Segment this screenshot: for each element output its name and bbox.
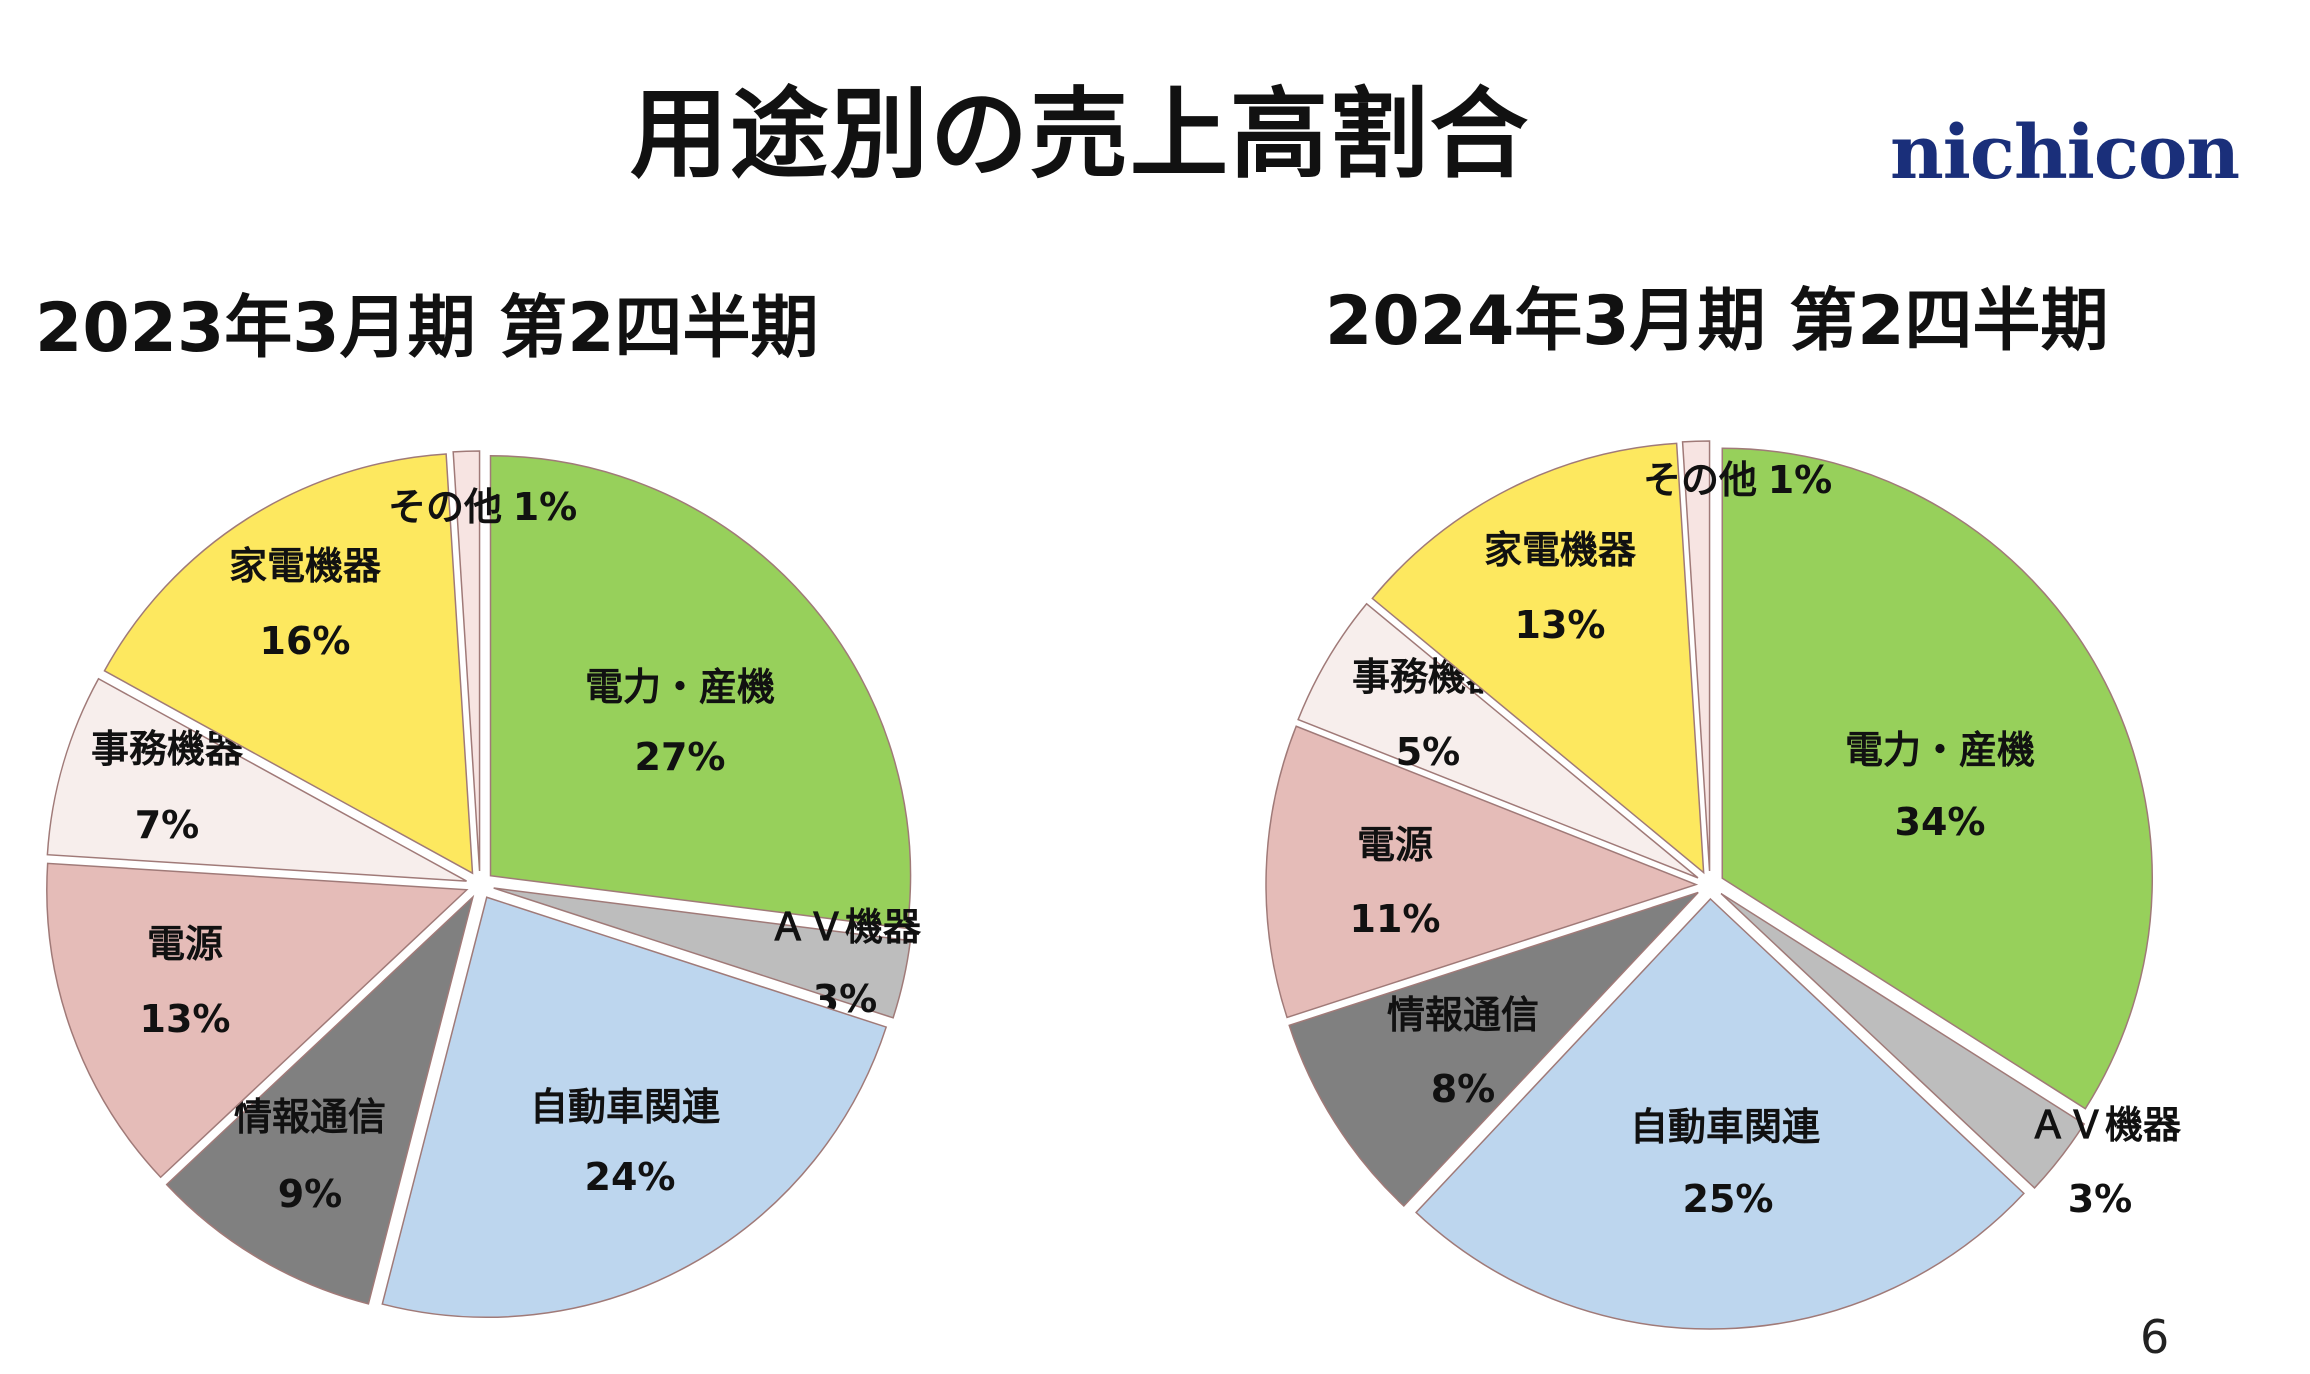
slice-category-label: 電源	[1357, 823, 1433, 867]
pie-slice	[381, 896, 888, 1318]
pie-slice	[46, 862, 469, 1179]
pie-slice	[1297, 602, 1699, 879]
slice-value-label: 8%	[1431, 1067, 1496, 1111]
pie-slice	[489, 454, 912, 930]
slice-value-label: 25%	[1683, 1177, 1774, 1221]
slice-value-label: 1%	[1768, 458, 1833, 502]
slice-category-label: その他	[1643, 458, 1757, 502]
chart-title-2024: 2024年3月期 第2四半期	[1325, 282, 2109, 361]
pie-slice	[1288, 891, 1699, 1208]
slice-category-label: 電源	[147, 922, 223, 966]
slice-value-label: 9%	[278, 1172, 343, 1216]
slice-value-label: 16%	[260, 619, 351, 663]
slice-category-label: 情報通信	[1387, 993, 1539, 1037]
pie-slice	[46, 677, 467, 882]
pie-slice	[1681, 440, 1711, 872]
slice-value-label: 1%	[513, 485, 578, 529]
page-title: 用途別の売上高割合	[629, 78, 1530, 192]
slice-category-label: その他	[388, 485, 502, 529]
pie-slice	[1415, 897, 2025, 1330]
slice-value-label: 27%	[635, 735, 726, 779]
slice-category-label: 自動車関連	[1630, 1105, 1821, 1149]
slice-value-label: 34%	[1895, 800, 1986, 844]
slice-category-label: 電力・産機	[1845, 728, 2035, 772]
pie-slice	[493, 887, 912, 1019]
slice-category-label: 家電機器	[1484, 528, 1637, 572]
slice-category-label: 家電機器	[229, 544, 382, 588]
pie-slice	[452, 450, 481, 872]
pie-slice	[165, 894, 475, 1305]
slice-category-label: 電力・産機	[585, 665, 775, 709]
slice-value-label: 24%	[585, 1155, 676, 1199]
slice-value-label: 13%	[140, 997, 231, 1041]
pie-slice	[1371, 442, 1705, 875]
page-number: 6	[2140, 1310, 2170, 1364]
pie-slice	[1721, 447, 2153, 1110]
slice-value-label: 11%	[1350, 897, 1441, 941]
slice-category-label: 自動車関連	[530, 1085, 721, 1129]
pie-slice	[1720, 892, 2086, 1190]
chart-title-2023: 2023年3月期 第2四半期	[35, 289, 819, 368]
slice-value-label: 5%	[1396, 730, 1461, 774]
nichicon-logo: nichicon	[1890, 110, 2240, 196]
slice-category-label: ＡＶ機器	[769, 905, 922, 949]
slice-category-label: ＡＶ機器	[2029, 1103, 2182, 1147]
slice-value-label: 13%	[1515, 603, 1606, 647]
pie-slice	[103, 453, 474, 875]
pie-slice	[1265, 725, 1699, 1019]
slice-value-label: 3%	[2068, 1177, 2133, 1221]
slice-value-label: 7%	[135, 803, 200, 847]
slice-category-label: 情報通信	[234, 1095, 386, 1139]
